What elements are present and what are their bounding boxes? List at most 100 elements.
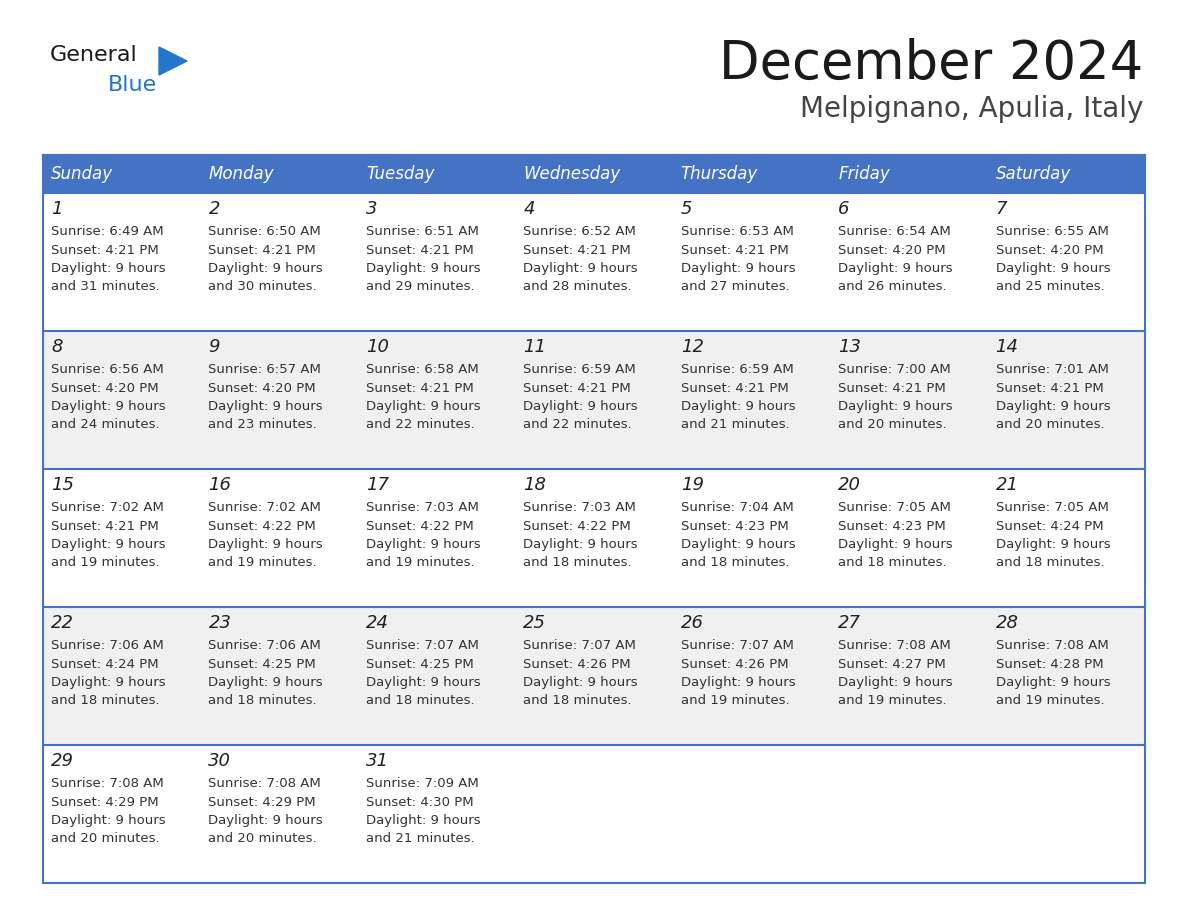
Text: and 18 minutes.: and 18 minutes. [366,695,474,708]
Text: Daylight: 9 hours: Daylight: 9 hours [366,814,480,827]
Text: Sunrise: 6:54 AM: Sunrise: 6:54 AM [839,225,950,238]
Text: Sunset: 4:30 PM: Sunset: 4:30 PM [366,796,474,809]
Text: 17: 17 [366,476,388,494]
Text: and 21 minutes.: and 21 minutes. [366,833,475,845]
Text: Sunrise: 6:53 AM: Sunrise: 6:53 AM [681,225,794,238]
Text: Sunset: 4:27 PM: Sunset: 4:27 PM [839,657,946,670]
Text: Sunset: 4:25 PM: Sunset: 4:25 PM [208,657,316,670]
Text: Sunset: 4:20 PM: Sunset: 4:20 PM [208,382,316,395]
Text: 26: 26 [681,614,703,632]
Text: and 19 minutes.: and 19 minutes. [366,556,474,569]
Text: 24: 24 [366,614,388,632]
Text: Sunrise: 6:58 AM: Sunrise: 6:58 AM [366,363,479,376]
Text: and 25 minutes.: and 25 minutes. [996,281,1105,294]
Bar [43,331,1145,469]
Text: 13: 13 [839,338,861,356]
Text: 11: 11 [523,338,546,356]
Text: General: General [50,45,138,65]
Text: Tuesday: Tuesday [366,165,435,183]
Text: 23: 23 [208,614,232,632]
Text: 4: 4 [523,200,535,218]
Bar [987,155,1145,193]
Text: Sunrise: 7:09 AM: Sunrise: 7:09 AM [366,777,479,790]
Text: Sunset: 4:21 PM: Sunset: 4:21 PM [839,382,946,395]
Text: Daylight: 9 hours: Daylight: 9 hours [523,400,638,413]
Text: Daylight: 9 hours: Daylight: 9 hours [681,538,795,551]
Text: Daylight: 9 hours: Daylight: 9 hours [366,676,480,689]
Text: 2: 2 [208,200,220,218]
Text: 22: 22 [51,614,74,632]
Text: Sunset: 4:21 PM: Sunset: 4:21 PM [366,243,474,256]
Text: 9: 9 [208,338,220,356]
Text: and 19 minutes.: and 19 minutes. [51,556,159,569]
Text: 6: 6 [839,200,849,218]
Text: Monday: Monday [208,165,274,183]
Text: Blue: Blue [108,75,157,95]
Text: Sunrise: 7:06 AM: Sunrise: 7:06 AM [51,639,164,652]
Text: Sunset: 4:21 PM: Sunset: 4:21 PM [681,243,789,256]
Text: Sunrise: 6:56 AM: Sunrise: 6:56 AM [51,363,164,376]
Text: 7: 7 [996,200,1007,218]
Text: Daylight: 9 hours: Daylight: 9 hours [523,262,638,275]
Text: Sunset: 4:28 PM: Sunset: 4:28 PM [996,657,1104,670]
Text: and 19 minutes.: and 19 minutes. [996,695,1104,708]
Text: Daylight: 9 hours: Daylight: 9 hours [51,262,165,275]
Text: Sunrise: 7:05 AM: Sunrise: 7:05 AM [839,501,952,514]
Text: Daylight: 9 hours: Daylight: 9 hours [996,400,1111,413]
Text: and 31 minutes.: and 31 minutes. [51,281,159,294]
Text: Daylight: 9 hours: Daylight: 9 hours [366,262,480,275]
Text: and 18 minutes.: and 18 minutes. [996,556,1104,569]
Text: and 28 minutes.: and 28 minutes. [523,281,632,294]
Text: Daylight: 9 hours: Daylight: 9 hours [366,538,480,551]
Text: 18: 18 [523,476,546,494]
Text: Sunset: 4:21 PM: Sunset: 4:21 PM [208,243,316,256]
Text: Sunset: 4:20 PM: Sunset: 4:20 PM [839,243,946,256]
Text: 15: 15 [51,476,74,494]
Text: Sunrise: 7:08 AM: Sunrise: 7:08 AM [839,639,950,652]
Text: Daylight: 9 hours: Daylight: 9 hours [839,676,953,689]
Text: and 20 minutes.: and 20 minutes. [996,419,1104,431]
Text: 21: 21 [996,476,1018,494]
Text: Sunset: 4:21 PM: Sunset: 4:21 PM [366,382,474,395]
Text: and 29 minutes.: and 29 minutes. [366,281,474,294]
Text: Daylight: 9 hours: Daylight: 9 hours [366,400,480,413]
Text: Sunset: 4:29 PM: Sunset: 4:29 PM [208,796,316,809]
Text: 5: 5 [681,200,693,218]
Text: Sunset: 4:26 PM: Sunset: 4:26 PM [523,657,631,670]
Text: and 20 minutes.: and 20 minutes. [51,833,159,845]
Text: 20: 20 [839,476,861,494]
Text: Sunset: 4:21 PM: Sunset: 4:21 PM [681,382,789,395]
Bar [43,745,1145,883]
Text: Daylight: 9 hours: Daylight: 9 hours [996,262,1111,275]
Text: Daylight: 9 hours: Daylight: 9 hours [208,538,323,551]
Text: 29: 29 [51,752,74,770]
Text: and 19 minutes.: and 19 minutes. [208,556,317,569]
Text: Sunset: 4:22 PM: Sunset: 4:22 PM [366,520,474,532]
Text: Daylight: 9 hours: Daylight: 9 hours [51,400,165,413]
Text: 1: 1 [51,200,63,218]
Text: Thursday: Thursday [681,165,758,183]
Text: Sunrise: 6:57 AM: Sunrise: 6:57 AM [208,363,321,376]
Text: Sunrise: 6:59 AM: Sunrise: 6:59 AM [681,363,794,376]
Text: and 18 minutes.: and 18 minutes. [523,556,632,569]
Text: and 24 minutes.: and 24 minutes. [51,419,159,431]
Text: Melpignano, Apulia, Italy: Melpignano, Apulia, Italy [800,95,1143,123]
Text: Sunset: 4:22 PM: Sunset: 4:22 PM [208,520,316,532]
Text: Sunrise: 7:01 AM: Sunrise: 7:01 AM [996,363,1108,376]
Text: Sunrise: 7:00 AM: Sunrise: 7:00 AM [839,363,950,376]
Text: and 18 minutes.: and 18 minutes. [681,556,789,569]
Text: Friday: Friday [839,165,890,183]
Text: Sunset: 4:23 PM: Sunset: 4:23 PM [839,520,946,532]
Bar [43,469,1145,607]
Bar [43,193,1145,331]
Text: Sunrise: 7:03 AM: Sunrise: 7:03 AM [366,501,479,514]
Text: and 20 minutes.: and 20 minutes. [839,419,947,431]
Text: 8: 8 [51,338,63,356]
Text: and 21 minutes.: and 21 minutes. [681,419,790,431]
Text: Sunset: 4:21 PM: Sunset: 4:21 PM [51,243,159,256]
Bar [358,155,516,193]
Text: 12: 12 [681,338,703,356]
Text: Sunrise: 7:02 AM: Sunrise: 7:02 AM [208,501,321,514]
Text: Sunday: Sunday [51,165,113,183]
Text: Daylight: 9 hours: Daylight: 9 hours [996,538,1111,551]
